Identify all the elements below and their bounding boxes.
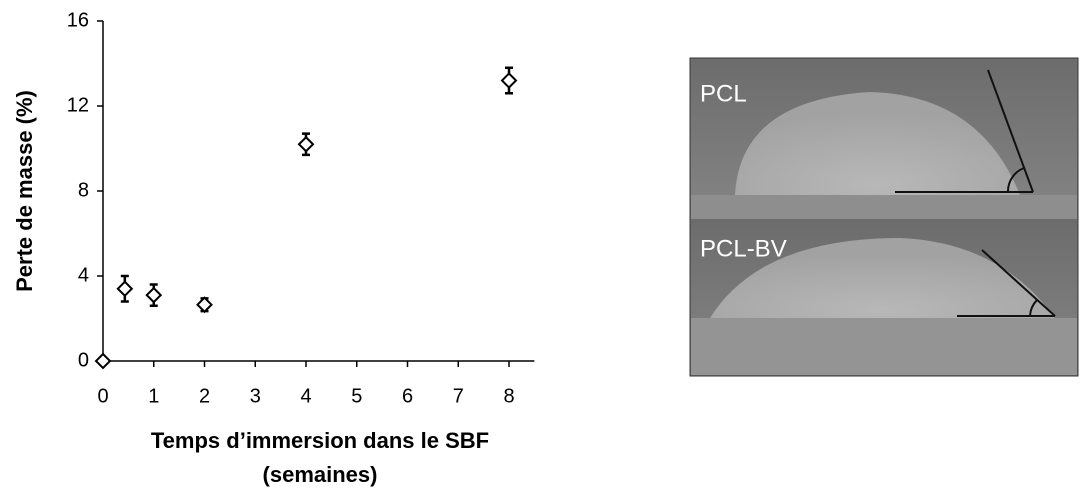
panel-label: PCL-BV [700, 235, 787, 262]
y-tick-label: 4 [78, 264, 89, 286]
x-tick-label: 1 [148, 385, 159, 407]
x-tick-label: 6 [402, 385, 413, 407]
x-tick-label: 7 [453, 385, 464, 407]
substrate [691, 195, 1077, 219]
marker [145, 286, 163, 304]
marker [116, 280, 134, 298]
y-axis-title: Perte de masse (%) [12, 90, 37, 292]
marker [297, 135, 315, 153]
x-axis-title: (semaines) [263, 462, 378, 487]
y-tick-label: 8 [78, 179, 89, 201]
panel-label: PCL [700, 80, 747, 107]
x-tick-label: 8 [503, 385, 514, 407]
marker [196, 296, 213, 314]
y-tick-label: 16 [67, 9, 89, 31]
x-tick-label: 3 [250, 385, 261, 407]
substrate [691, 318, 1077, 375]
angle-lines [895, 69, 1056, 317]
marker [94, 352, 112, 370]
x-axis-title: Temps d’immersion dans le SBF [151, 428, 489, 453]
marker [500, 72, 518, 89]
droplet [735, 92, 1020, 195]
x-tick-label: 0 [97, 385, 108, 407]
x-tick-label: 5 [351, 385, 362, 407]
x-tick-label: 2 [199, 385, 210, 407]
y-tick-label: 0 [78, 349, 89, 371]
photo-panel: PCL PCL-BV [689, 57, 1079, 377]
y-tick-label: 12 [67, 94, 89, 116]
x-tick-label: 4 [300, 385, 311, 407]
droplet [710, 238, 1055, 318]
